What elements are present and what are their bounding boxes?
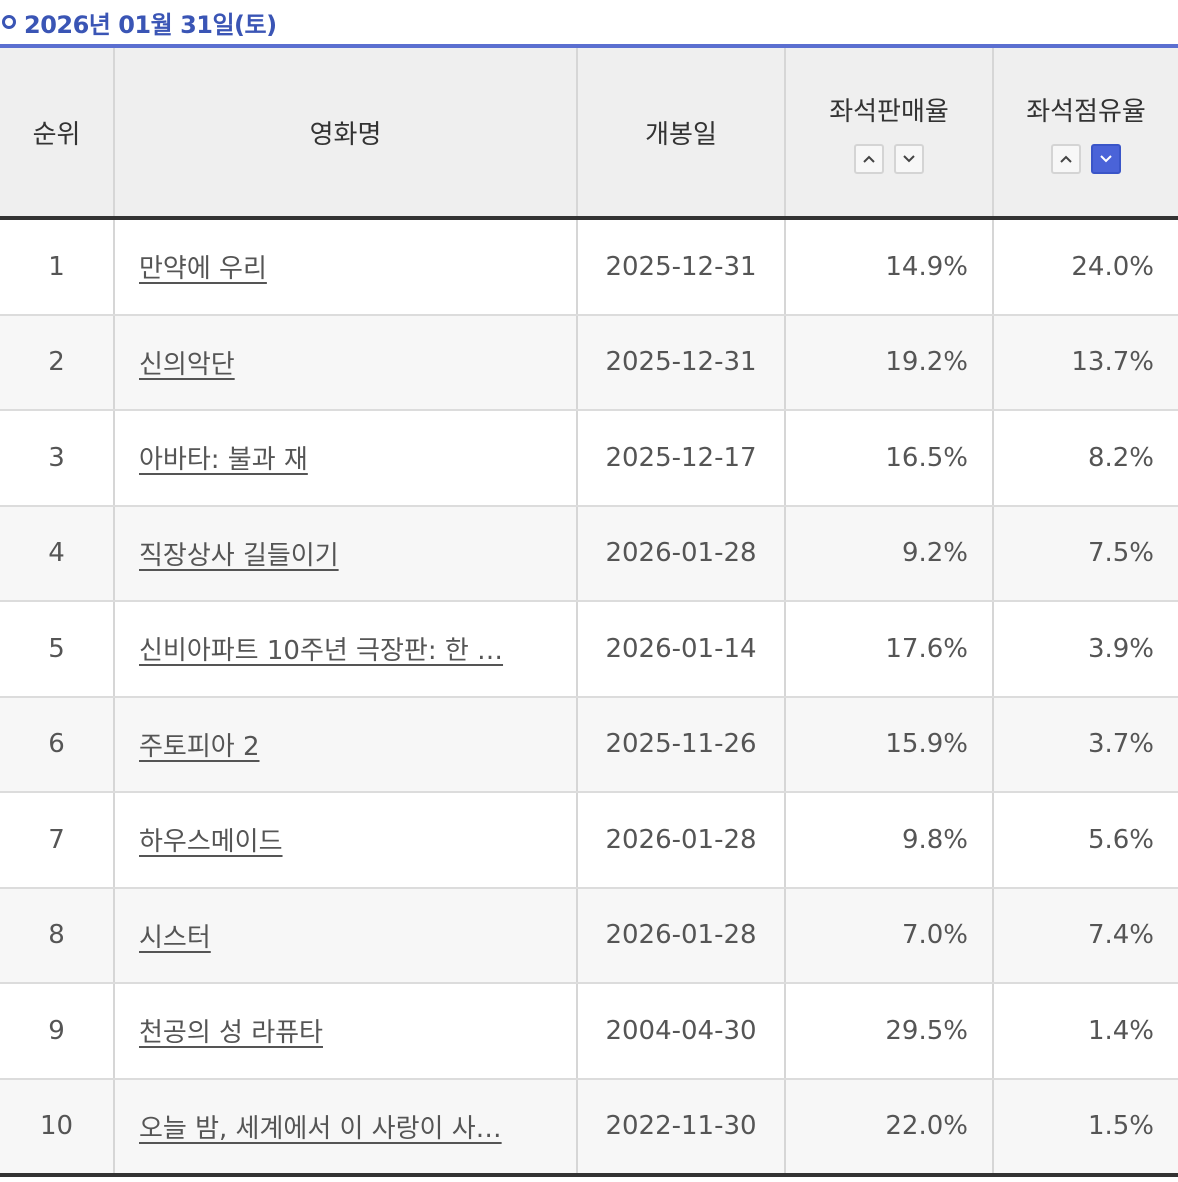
release-date-cell: 2025-12-17	[577, 410, 786, 507]
seat-share-label: 좌석점유율	[1026, 96, 1146, 127]
sort-seat-share-asc-button[interactable]	[1051, 143, 1081, 174]
rank-cell: 4	[0, 505, 115, 602]
release-date-cell: 2026-01-14	[577, 601, 786, 698]
chevron-up-icon	[1060, 155, 1072, 163]
rank-cell: 10	[0, 1078, 115, 1177]
date-title: 2026년 01월 31일(토)	[24, 10, 277, 39]
seat-share-cell: 3.9%	[993, 601, 1178, 698]
movie-title-link[interactable]: 천공의 성 라퓨타	[139, 1018, 323, 1049]
column-header-title: 영화명	[114, 48, 578, 220]
column-header-seat-sales: 좌석판매율	[785, 48, 994, 220]
rank-cell: 3	[0, 410, 115, 507]
release-date-cell: 2004-04-30	[577, 983, 786, 1080]
seat-share-cell: 5.6%	[993, 792, 1178, 889]
table-row: 2 신의악단 2025-12-31 19.2% 13.7%	[0, 314, 1178, 411]
seat-sales-cell: 17.6%	[785, 601, 994, 698]
movie-title-link[interactable]: 주토피아 2	[139, 731, 260, 762]
rank-cell: 2	[0, 314, 115, 411]
release-date-cell: 2025-12-31	[577, 218, 786, 316]
rank-cell: 9	[0, 983, 115, 1080]
movie-title-link[interactable]: 오늘 밤, 세계에서 이 사랑이 사…	[139, 1113, 502, 1144]
movie-title-link[interactable]: 신의악단	[139, 349, 235, 380]
movie-title-link[interactable]: 시스터	[139, 922, 211, 953]
column-header-rank: 순위	[0, 48, 115, 220]
seat-share-sort	[994, 143, 1178, 174]
title-cell: 주토피아 2	[114, 696, 578, 793]
seat-share-cell: 1.4%	[993, 983, 1178, 1080]
chevron-up-icon	[863, 155, 875, 163]
column-header-release: 개봉일	[577, 48, 786, 220]
title-cell: 시스터	[114, 887, 578, 984]
table-row: 3 아바타: 불과 재 2025-12-17 16.5% 8.2%	[0, 410, 1178, 507]
title-cell: 신비아파트 10주년 극장판: 한 …	[114, 601, 578, 698]
seat-sales-cell: 22.0%	[785, 1078, 994, 1177]
rank-cell: 1	[0, 218, 115, 316]
seat-sales-cell: 16.5%	[785, 410, 994, 507]
sort-seat-sales-desc-button[interactable]	[894, 143, 924, 174]
column-header-seat-share: 좌석점유율	[993, 48, 1178, 220]
title-cell: 신의악단	[114, 314, 578, 411]
table-row: 5 신비아파트 10주년 극장판: 한 … 2026-01-14 17.6% 3…	[0, 601, 1178, 698]
title-cell: 만약에 우리	[114, 218, 578, 316]
release-date-cell: 2025-12-31	[577, 314, 786, 411]
date-heading: 2026년 01월 31일(토)	[0, 0, 1178, 44]
movie-title-link[interactable]: 하우스메이드	[139, 827, 283, 858]
table-row: 6 주토피아 2 2025-11-26 15.9% 3.7%	[0, 696, 1178, 793]
header-divider	[0, 44, 1178, 48]
title-cell: 직장상사 길들이기	[114, 505, 578, 602]
rank-cell: 6	[0, 696, 115, 793]
movie-title-link[interactable]: 직장상사 길들이기	[139, 540, 339, 571]
table-row: 1 만약에 우리 2025-12-31 14.9% 24.0%	[0, 218, 1178, 316]
table-row: 7 하우스메이드 2026-01-28 9.8% 5.6%	[0, 792, 1178, 889]
movie-title-link[interactable]: 신비아파트 10주년 극장판: 한 …	[139, 636, 504, 667]
title-cell: 하우스메이드	[114, 792, 578, 889]
release-date-cell: 2026-01-28	[577, 792, 786, 889]
seat-sales-cell: 9.8%	[785, 792, 994, 889]
table-header-row: 순위 영화명 개봉일 좌석판매율 좌석점유율	[0, 48, 1178, 220]
title-cell: 오늘 밤, 세계에서 이 사랑이 사…	[114, 1078, 578, 1177]
chevron-down-icon	[1100, 154, 1112, 162]
table-row: 9 천공의 성 라퓨타 2004-04-30 29.5% 1.4%	[0, 983, 1178, 1080]
table-row: 10 오늘 밤, 세계에서 이 사랑이 사… 2022-11-30 22.0% …	[0, 1078, 1178, 1177]
seat-sales-cell: 19.2%	[785, 314, 994, 411]
seat-share-cell: 24.0%	[993, 218, 1178, 316]
title-cell: 아바타: 불과 재	[114, 410, 578, 507]
movie-title-link[interactable]: 아바타: 불과 재	[139, 445, 308, 476]
seat-sales-cell: 7.0%	[785, 887, 994, 984]
seat-share-cell: 7.4%	[993, 887, 1178, 984]
seat-share-cell: 7.5%	[993, 505, 1178, 602]
seat-share-cell: 1.5%	[993, 1078, 1178, 1177]
sort-seat-share-desc-button[interactable]	[1091, 143, 1121, 174]
seat-sales-label: 좌석판매율	[829, 96, 949, 127]
rank-cell: 8	[0, 887, 115, 984]
release-date-cell: 2026-01-28	[577, 505, 786, 602]
table-row: 4 직장상사 길들이기 2026-01-28 9.2% 7.5%	[0, 505, 1178, 602]
seat-sales-cell: 15.9%	[785, 696, 994, 793]
rank-cell: 7	[0, 792, 115, 889]
chevron-down-icon	[903, 154, 915, 162]
title-cell: 천공의 성 라퓨타	[114, 983, 578, 1080]
seat-sales-cell: 9.2%	[785, 505, 994, 602]
seat-share-cell: 3.7%	[993, 696, 1178, 793]
rank-cell: 5	[0, 601, 115, 698]
circle-bullet-icon	[2, 15, 16, 29]
release-date-cell: 2025-11-26	[577, 696, 786, 793]
movie-title-link[interactable]: 만약에 우리	[139, 254, 267, 285]
release-date-cell: 2022-11-30	[577, 1078, 786, 1177]
seat-share-cell: 8.2%	[993, 410, 1178, 507]
seat-share-cell: 13.7%	[993, 314, 1178, 411]
sort-seat-sales-asc-button[interactable]	[854, 143, 884, 174]
seat-sales-cell: 14.9%	[785, 218, 994, 316]
table-row: 8 시스터 2026-01-28 7.0% 7.4%	[0, 887, 1178, 984]
release-date-cell: 2026-01-28	[577, 887, 786, 984]
seat-sales-cell: 29.5%	[785, 983, 994, 1080]
box-office-table: 순위 영화명 개봉일 좌석판매율 좌석점유율	[0, 48, 1178, 1177]
seat-sales-sort	[786, 143, 992, 174]
